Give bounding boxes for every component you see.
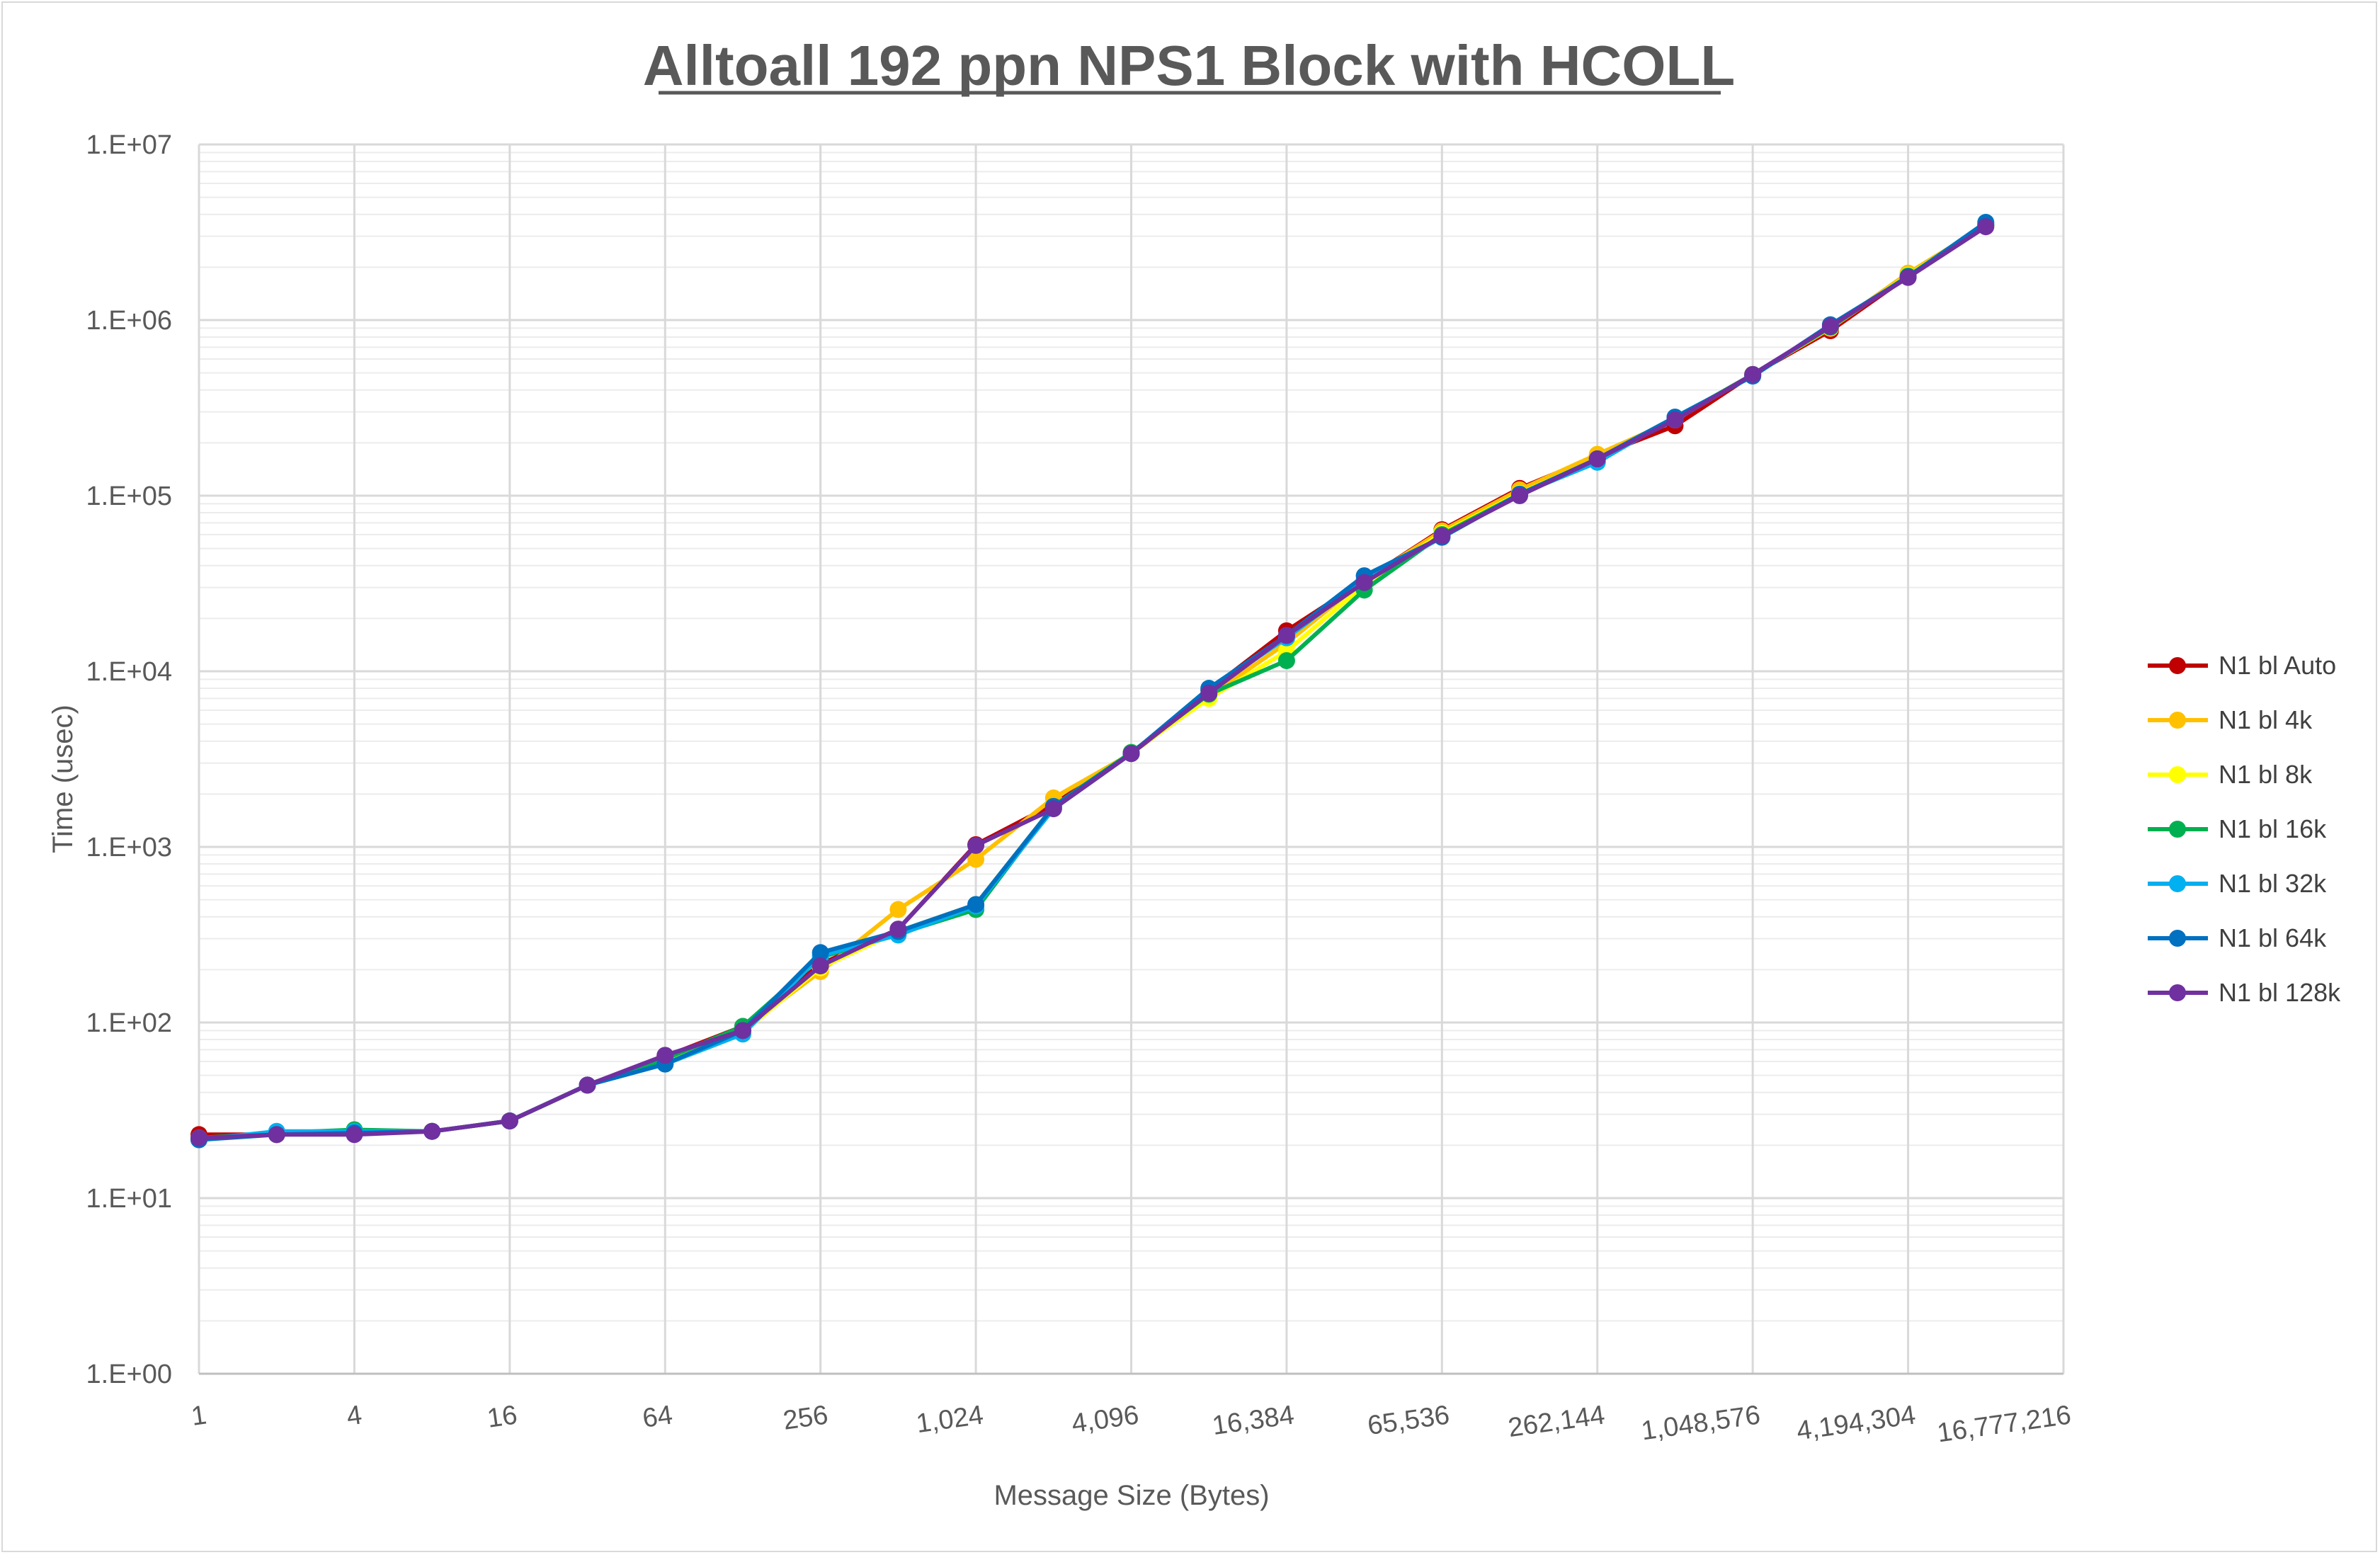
series-line <box>198 224 1987 1141</box>
data-point <box>1277 651 1295 669</box>
data-point <box>889 901 907 918</box>
data-point <box>889 921 907 938</box>
x-tick-label: 1 <box>189 1400 208 1432</box>
data-point <box>812 957 829 975</box>
series-n1-bl-8k <box>190 217 1995 1147</box>
data-point <box>346 1126 363 1144</box>
x-tick-label: 16 <box>485 1400 519 1433</box>
series-line <box>198 224 1987 1141</box>
series-line <box>198 222 1987 1142</box>
series-n1-bl-16k <box>190 216 1995 1147</box>
series-n1-bl-128k <box>190 218 1995 1147</box>
x-tick-label: 4 <box>345 1400 364 1432</box>
x-tick-label: 1,024 <box>914 1400 985 1439</box>
x-tick-label: 4,194,304 <box>1795 1400 1918 1446</box>
x-tick-label: 256 <box>781 1400 830 1435</box>
data-point <box>1044 800 1062 818</box>
data-point <box>656 1047 674 1064</box>
legend-label: N1 bl Auto <box>2219 651 2336 680</box>
y-axis-title: Time (usec) <box>47 705 79 853</box>
data-point <box>734 1022 751 1039</box>
series-line <box>198 222 1987 1141</box>
y-tick-label: 1.E+00 <box>86 1360 173 1389</box>
data-point <box>1899 268 1917 286</box>
y-tick-label: 1.E+03 <box>86 833 173 862</box>
series-n1-bl-4k <box>190 217 1995 1147</box>
y-tick-label: 1.E+04 <box>86 657 173 687</box>
x-axis-tick-labels: 1 4 16 64 256 1,024 4,096 16,384 65,536 262,144 1,… <box>189 1400 2073 1448</box>
x-tick-label: 4,096 <box>1070 1400 1141 1439</box>
x-tick-label: 65,536 <box>1366 1400 1452 1441</box>
data-point <box>423 1122 441 1140</box>
series-n1-bl-32k <box>190 216 1995 1149</box>
legend-label: N1 bl 4k <box>2219 705 2313 734</box>
data-point <box>967 850 985 868</box>
series-layer <box>190 214 1995 1149</box>
data-point <box>190 1129 207 1147</box>
legend-item: N1 bl 128k <box>2148 978 2341 1007</box>
data-point <box>1433 527 1451 545</box>
series-line <box>199 224 1987 1137</box>
series-n1-bl-64k <box>190 214 1995 1149</box>
data-point <box>1277 627 1295 644</box>
legend-swatch-marker <box>2169 984 2186 1001</box>
legend-swatch-marker <box>2169 657 2186 674</box>
y-tick-label: 1.E+07 <box>86 130 173 160</box>
major-gridlines <box>198 143 2065 1375</box>
series-line <box>198 224 1987 1141</box>
y-tick-label: 1.E+02 <box>86 1008 173 1038</box>
data-point <box>1666 411 1684 429</box>
data-point <box>1821 317 1839 335</box>
legend-item: N1 bl 32k <box>2148 869 2327 898</box>
data-point <box>967 836 985 854</box>
legend-item: N1 bl Auto <box>2148 651 2336 680</box>
x-tick-label: 262,144 <box>1506 1400 1607 1443</box>
data-point <box>812 944 829 962</box>
legend-label: N1 bl 8k <box>2219 760 2313 789</box>
legend-swatch-marker <box>2169 875 2186 892</box>
y-tick-label: 1.E+06 <box>86 306 173 336</box>
x-tick-label: 16,384 <box>1210 1400 1296 1441</box>
data-point <box>1200 684 1218 702</box>
data-point <box>1744 365 1762 383</box>
series-n1-bl-auto <box>190 217 1995 1144</box>
x-tick-label: 1,048,576 <box>1639 1400 1762 1446</box>
legend-swatch-marker <box>2169 821 2186 838</box>
data-point <box>1122 745 1140 763</box>
data-point <box>1511 487 1529 504</box>
legend-label: N1 bl 16k <box>2219 814 2327 843</box>
series-line <box>198 220 1988 1142</box>
x-tick-label: 16,777,216 <box>1935 1400 2073 1448</box>
legend-item: N1 bl 8k <box>2148 760 2313 789</box>
x-tick-label: 64 <box>641 1400 675 1433</box>
legend-item: N1 bl 4k <box>2148 705 2313 734</box>
legend-item: N1 bl 64k <box>2148 923 2327 952</box>
y-tick-label: 1.E+05 <box>86 482 173 511</box>
legend-swatch-marker <box>2169 930 2186 947</box>
y-axis-tick-labels: 1.E+00 1.E+01 1.E+02 1.E+03 1.E+04 1.E+05 1.E+… <box>86 130 173 1389</box>
data-point <box>1355 574 1373 591</box>
x-axis-title: Message Size (Bytes) <box>993 1480 1269 1511</box>
legend-label: N1 bl 128k <box>2219 978 2341 1007</box>
chart-title: Alltoall 192 ppn NPS1 Block with HCOLL <box>643 34 1735 97</box>
legend-label: N1 bl 32k <box>2219 869 2327 898</box>
legend-item: N1 bl 16k <box>2148 814 2327 843</box>
legend: N1 bl Auto N1 bl 4k N1 bl 8k N1 bl 16k N1 bl… <box>2148 651 2341 1007</box>
legend-swatch-marker <box>2169 766 2186 783</box>
data-point <box>501 1112 518 1130</box>
legend-swatch-marker <box>2169 712 2186 729</box>
data-point <box>579 1076 596 1094</box>
data-point <box>268 1126 285 1144</box>
data-point <box>1588 450 1606 468</box>
data-point <box>967 896 985 913</box>
y-tick-label: 1.E+01 <box>86 1184 173 1214</box>
legend-label: N1 bl 64k <box>2219 923 2327 952</box>
data-point <box>1977 218 1995 236</box>
